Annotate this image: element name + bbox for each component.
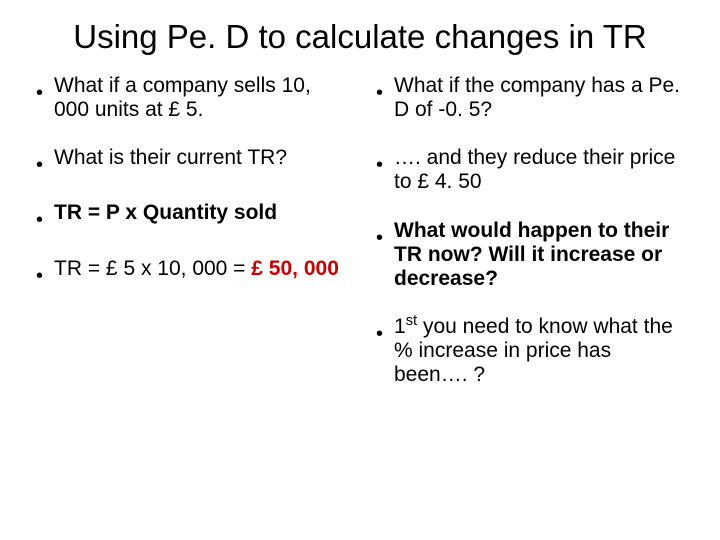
bullet-icon	[376, 74, 394, 105]
bullet-item: What is their current TR?	[36, 146, 344, 177]
bullet-icon	[36, 201, 54, 232]
bullet-item: What if a company sells 10, 000 units at…	[36, 74, 344, 122]
bullet-text: What would happen to their TR now? Will …	[394, 219, 684, 291]
bullet-item: TR = P x Quantity sold	[36, 201, 344, 232]
bullet-text: TR = £ 5 x 10, 000 = £ 50, 000	[54, 257, 344, 281]
slide-title: Using Pe. D to calculate changes in TR	[36, 18, 684, 56]
bullet-icon	[36, 146, 54, 177]
bullet-icon	[376, 146, 394, 177]
bullet-text: …. and they reduce their price to £ 4. 5…	[394, 146, 684, 194]
bullet-icon	[36, 257, 54, 288]
bullet-item: TR = £ 5 x 10, 000 = £ 50, 000	[36, 257, 344, 288]
bullet-text: TR = P x Quantity sold	[54, 201, 344, 225]
bullet-text: What is their current TR?	[54, 146, 344, 170]
left-column: What if a company sells 10, 000 units at…	[36, 74, 344, 520]
slide: Using Pe. D to calculate changes in TR W…	[0, 0, 720, 540]
bullet-text: 1st you need to know what the % increase…	[394, 315, 684, 387]
bullet-text: What if the company has a Pe. D of -0. 5…	[394, 74, 684, 122]
bullet-item: 1st you need to know what the % increase…	[376, 315, 684, 387]
bullet-icon	[376, 219, 394, 250]
bullet-item: What if the company has a Pe. D of -0. 5…	[376, 74, 684, 122]
bullet-item: What would happen to their TR now? Will …	[376, 219, 684, 291]
content-columns: What if a company sells 10, 000 units at…	[36, 74, 684, 520]
right-column: What if the company has a Pe. D of -0. 5…	[376, 74, 684, 520]
bullet-item: …. and they reduce their price to £ 4. 5…	[376, 146, 684, 194]
bullet-icon	[36, 74, 54, 105]
bullet-text: What if a company sells 10, 000 units at…	[54, 74, 344, 122]
bullet-icon	[376, 315, 394, 346]
